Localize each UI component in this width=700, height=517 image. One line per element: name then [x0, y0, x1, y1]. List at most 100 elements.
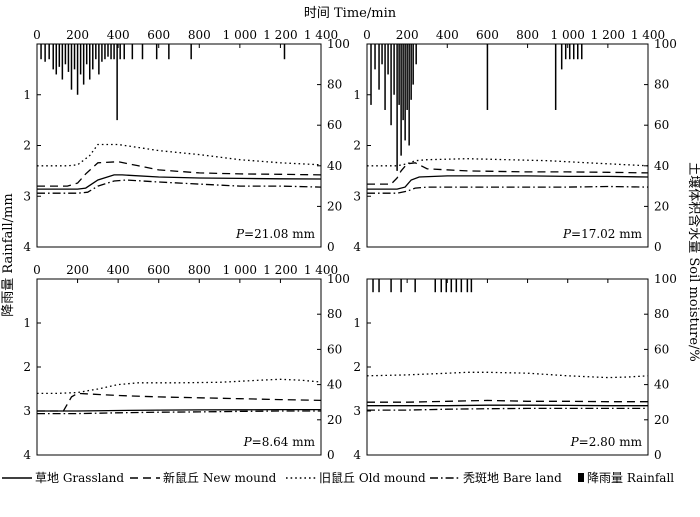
- moisture-tick-label: 60: [327, 342, 342, 356]
- rainfall-bar: [415, 44, 417, 65]
- rainfall-bar: [486, 44, 489, 110]
- moisture-tick-label: 40: [654, 378, 669, 392]
- rain-tick-label: 4: [353, 240, 361, 254]
- rainfall-bar: [390, 279, 392, 293]
- x-tick-label: 600: [147, 28, 170, 42]
- moisture-tick-label: 0: [327, 448, 335, 462]
- x-tick-label: 0: [363, 28, 371, 42]
- legend-label: 降雨量 Rainfall: [587, 471, 674, 485]
- series-line-solid: [367, 175, 649, 190]
- rainfall-bar: [450, 279, 453, 293]
- series-line-dashdot: [37, 179, 322, 194]
- rain-tick-label: 3: [23, 189, 31, 203]
- rainfall-bar: [412, 44, 414, 85]
- moisture-tick-label: 80: [654, 78, 669, 92]
- rainfall-bar: [572, 44, 575, 60]
- series-line-dashdot: [367, 185, 649, 194]
- rainfall-bar: [440, 279, 443, 293]
- legend-item-rainfall: 降雨量 Rainfall: [578, 471, 674, 485]
- rainfall-bar: [104, 44, 106, 60]
- rainfall-bar: [40, 44, 42, 60]
- x-tick-label: 800: [188, 28, 211, 42]
- moisture-tick-label: 60: [327, 118, 342, 132]
- figure-title-top: 时间 Time/min: [304, 6, 397, 21]
- rainfall-bar: [400, 279, 402, 293]
- panel-frame: [36, 278, 322, 456]
- rainfall-bar: [67, 44, 70, 72]
- rain-tick-label: 4: [23, 448, 31, 462]
- moisture-tick-label: 0: [654, 448, 662, 462]
- rain-tick-label: 1: [353, 88, 361, 102]
- rainfall-bar: [404, 44, 406, 141]
- rainfall-bar: [44, 44, 46, 62]
- rainfall-bar: [131, 44, 134, 60]
- x-tick-label: 1 200: [263, 28, 297, 42]
- series-line-dashdot: [367, 407, 648, 411]
- moisture-tick-label: 80: [654, 307, 669, 321]
- moisture-tick-label: 20: [654, 413, 669, 427]
- moisture-tick-label: 100: [654, 37, 677, 51]
- rainfall-bar: [402, 44, 404, 121]
- series-line-dashed: [367, 399, 648, 403]
- x-tick-label: 1 000: [223, 263, 257, 277]
- moisture-tick-label: 100: [654, 272, 677, 286]
- x-tick-label: 600: [476, 28, 499, 42]
- series-line-dashed: [37, 161, 322, 187]
- series-line-dotted: [366, 371, 649, 379]
- rain-tick-label: 3: [23, 404, 31, 418]
- rainfall-bar: [434, 279, 436, 293]
- series-line-solid: [37, 174, 322, 190]
- legend-swatch: [578, 473, 584, 482]
- legend-item-grassland: 草地 Grassland: [2, 471, 124, 485]
- x-tick-label: 1 000: [551, 28, 585, 42]
- x-tick-label: 200: [66, 263, 89, 277]
- series-line-solid: [37, 408, 321, 412]
- moisture-tick-label: 60: [654, 342, 669, 356]
- rainfall-bar: [581, 44, 583, 60]
- rainfall-bar: [76, 44, 79, 95]
- rainfall-bar: [378, 44, 380, 90]
- rainfall-bar: [384, 44, 386, 110]
- rain-tick-label: 4: [23, 240, 31, 254]
- rainfall-bar: [168, 44, 170, 60]
- moisture-tick-label: 100: [327, 37, 350, 51]
- rain-tick-label: 2: [23, 139, 31, 153]
- precip-annotation: P=17.02 mm: [562, 227, 643, 241]
- rainfall-bar: [48, 44, 50, 60]
- series-line-solid: [367, 404, 648, 407]
- rainfall-bar: [400, 44, 402, 156]
- rainfall-bar: [374, 44, 376, 70]
- rainfall-bar: [564, 44, 567, 60]
- x-tick-label: 1 400: [304, 28, 338, 42]
- rainfall-bar: [61, 44, 64, 80]
- moisture-tick-label: 40: [327, 159, 342, 173]
- panel-frame: [36, 43, 322, 248]
- rainfall-bar: [116, 44, 118, 121]
- rainfall-bar: [113, 44, 115, 60]
- moisture-tick-label: 80: [327, 78, 342, 92]
- rainfall-bar: [445, 279, 448, 293]
- x-tick-label: 400: [436, 28, 459, 42]
- series-line-dashed: [367, 162, 649, 185]
- moisture-tick-label: 0: [654, 240, 662, 254]
- rainfall-bar: [55, 44, 58, 75]
- x-tick-label: 200: [66, 28, 89, 42]
- rainfall-bar: [52, 44, 54, 70]
- panel-frame: [366, 278, 649, 456]
- rainfall-bar: [85, 44, 88, 65]
- rainfall-bar: [396, 44, 398, 171]
- rainfall-bar: [58, 44, 61, 67]
- legend-label: 旧鼠丘 Old mound: [319, 471, 426, 485]
- rainfall-bar: [381, 44, 383, 65]
- rainfall-bar: [414, 279, 416, 293]
- rainfall-bar: [370, 44, 372, 105]
- rainfall-bar: [190, 44, 192, 60]
- legend-item-bare_land: 秃斑地 Bare land: [430, 471, 562, 485]
- x-tick-label: 1 400: [304, 263, 338, 277]
- rainfall-bar: [460, 279, 463, 293]
- figure-ylabel-left: 降雨量 Rainfall/mm: [1, 193, 16, 316]
